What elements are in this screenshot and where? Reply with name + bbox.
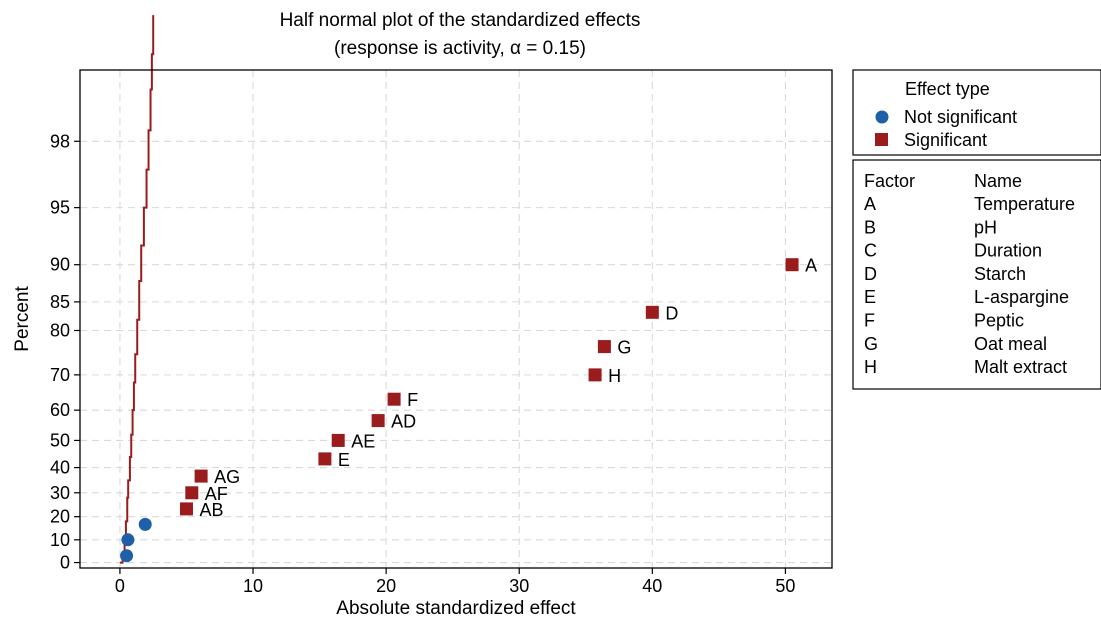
factor-name: L-aspargine <box>974 287 1069 307</box>
factor-rows: A Temperature B pH C Duration D Starch E L-asparg… <box>864 194 1075 377</box>
point-not-significant <box>120 549 134 563</box>
factor-table: Factor Name A Temperature B pH C Duration D Sta… <box>852 159 1101 390</box>
point-significant <box>179 502 193 516</box>
factor-code: A <box>864 194 876 214</box>
point-label: A <box>805 256 817 276</box>
point-label: AF <box>205 484 228 504</box>
factor-code: D <box>864 264 877 284</box>
y-tick-label: 85 <box>50 292 70 312</box>
factor-code: F <box>864 311 875 331</box>
factor-name: pH <box>974 217 997 237</box>
point-not-significant <box>138 517 152 531</box>
factor-name: Duration <box>974 241 1042 261</box>
point-label: H <box>608 366 621 386</box>
y-tick-label: 20 <box>50 507 70 527</box>
legend: Effect type Not significant Significant <box>852 69 1101 156</box>
x-tick-label: 40 <box>642 576 662 596</box>
legend-marker-not-significant <box>875 110 889 124</box>
point-label: G <box>617 338 631 358</box>
name-header: Name <box>974 171 1022 191</box>
axes: 0 10 20 30 40 50 0 10 20 30 40 50 60 70 80 85 90 95 98 <box>50 131 795 596</box>
y-tick-label: 30 <box>50 483 70 503</box>
point-significant <box>371 414 385 428</box>
point-not-significant <box>121 533 135 547</box>
point-label: AG <box>214 467 240 487</box>
y-tick-label: 98 <box>50 131 70 151</box>
point-label: AB <box>199 500 223 520</box>
x-tick-label: 50 <box>775 576 795 596</box>
x-axis-label: Absolute standardized effect <box>336 598 576 619</box>
point-significant <box>597 340 611 354</box>
factor-name: Oat meal <box>974 334 1047 354</box>
factor-code: H <box>864 357 877 377</box>
reference-line-path <box>119 15 155 564</box>
factor-code: G <box>864 334 878 354</box>
y-tick-label: 60 <box>50 400 70 420</box>
point-label: E <box>338 450 350 470</box>
legend-marker-significant <box>875 133 888 146</box>
plot-frame <box>79 69 833 569</box>
legend-label-significant: Significant <box>904 130 987 150</box>
point-significant <box>194 469 208 483</box>
point-significant <box>387 392 401 406</box>
factor-code: C <box>864 241 877 261</box>
point-significant <box>645 305 659 319</box>
point-label: AD <box>391 412 416 432</box>
factor-name: Starch <box>974 264 1026 284</box>
y-tick-label: 95 <box>50 198 70 218</box>
y-tick-label: 0 <box>60 553 70 573</box>
factor-code: B <box>864 217 876 237</box>
legend-box <box>852 69 1101 156</box>
factor-table-box <box>852 159 1101 390</box>
legend-title: Effect type <box>905 79 990 99</box>
grid-lines <box>80 70 832 568</box>
factor-name: Temperature <box>974 194 1075 214</box>
x-tick-label: 0 <box>115 576 125 596</box>
legend-label-not-significant: Not significant <box>904 107 1017 127</box>
point-significant <box>588 368 602 382</box>
y-tick-label: 50 <box>50 430 70 450</box>
chart-subtitle: (response is activity, α = 0.15) <box>334 38 586 59</box>
x-tick-label: 10 <box>243 576 263 596</box>
point-significant <box>331 433 345 447</box>
x-tick-label: 30 <box>509 576 529 596</box>
reference-line <box>119 15 155 564</box>
point-significant <box>785 258 799 272</box>
y-tick-label: 70 <box>50 365 70 385</box>
point-label: D <box>665 303 678 323</box>
point-significant <box>318 452 332 466</box>
factor-name: Peptic <box>974 311 1024 331</box>
point-significant <box>185 486 199 500</box>
factor-code: E <box>864 287 876 307</box>
x-tick-label: 20 <box>376 576 396 596</box>
y-tick-label: 90 <box>50 255 70 275</box>
point-label: AE <box>351 431 375 451</box>
y-axis-label: Percent <box>12 286 33 352</box>
y-tick-label: 10 <box>50 530 70 550</box>
y-tick-label: 80 <box>50 320 70 340</box>
factor-header: Factor <box>864 171 915 191</box>
y-tick-label: 40 <box>50 458 70 478</box>
point-label: F <box>407 390 418 410</box>
factor-name: Malt extract <box>974 357 1067 377</box>
chart-title: Half normal plot of the standardized eff… <box>280 10 641 31</box>
